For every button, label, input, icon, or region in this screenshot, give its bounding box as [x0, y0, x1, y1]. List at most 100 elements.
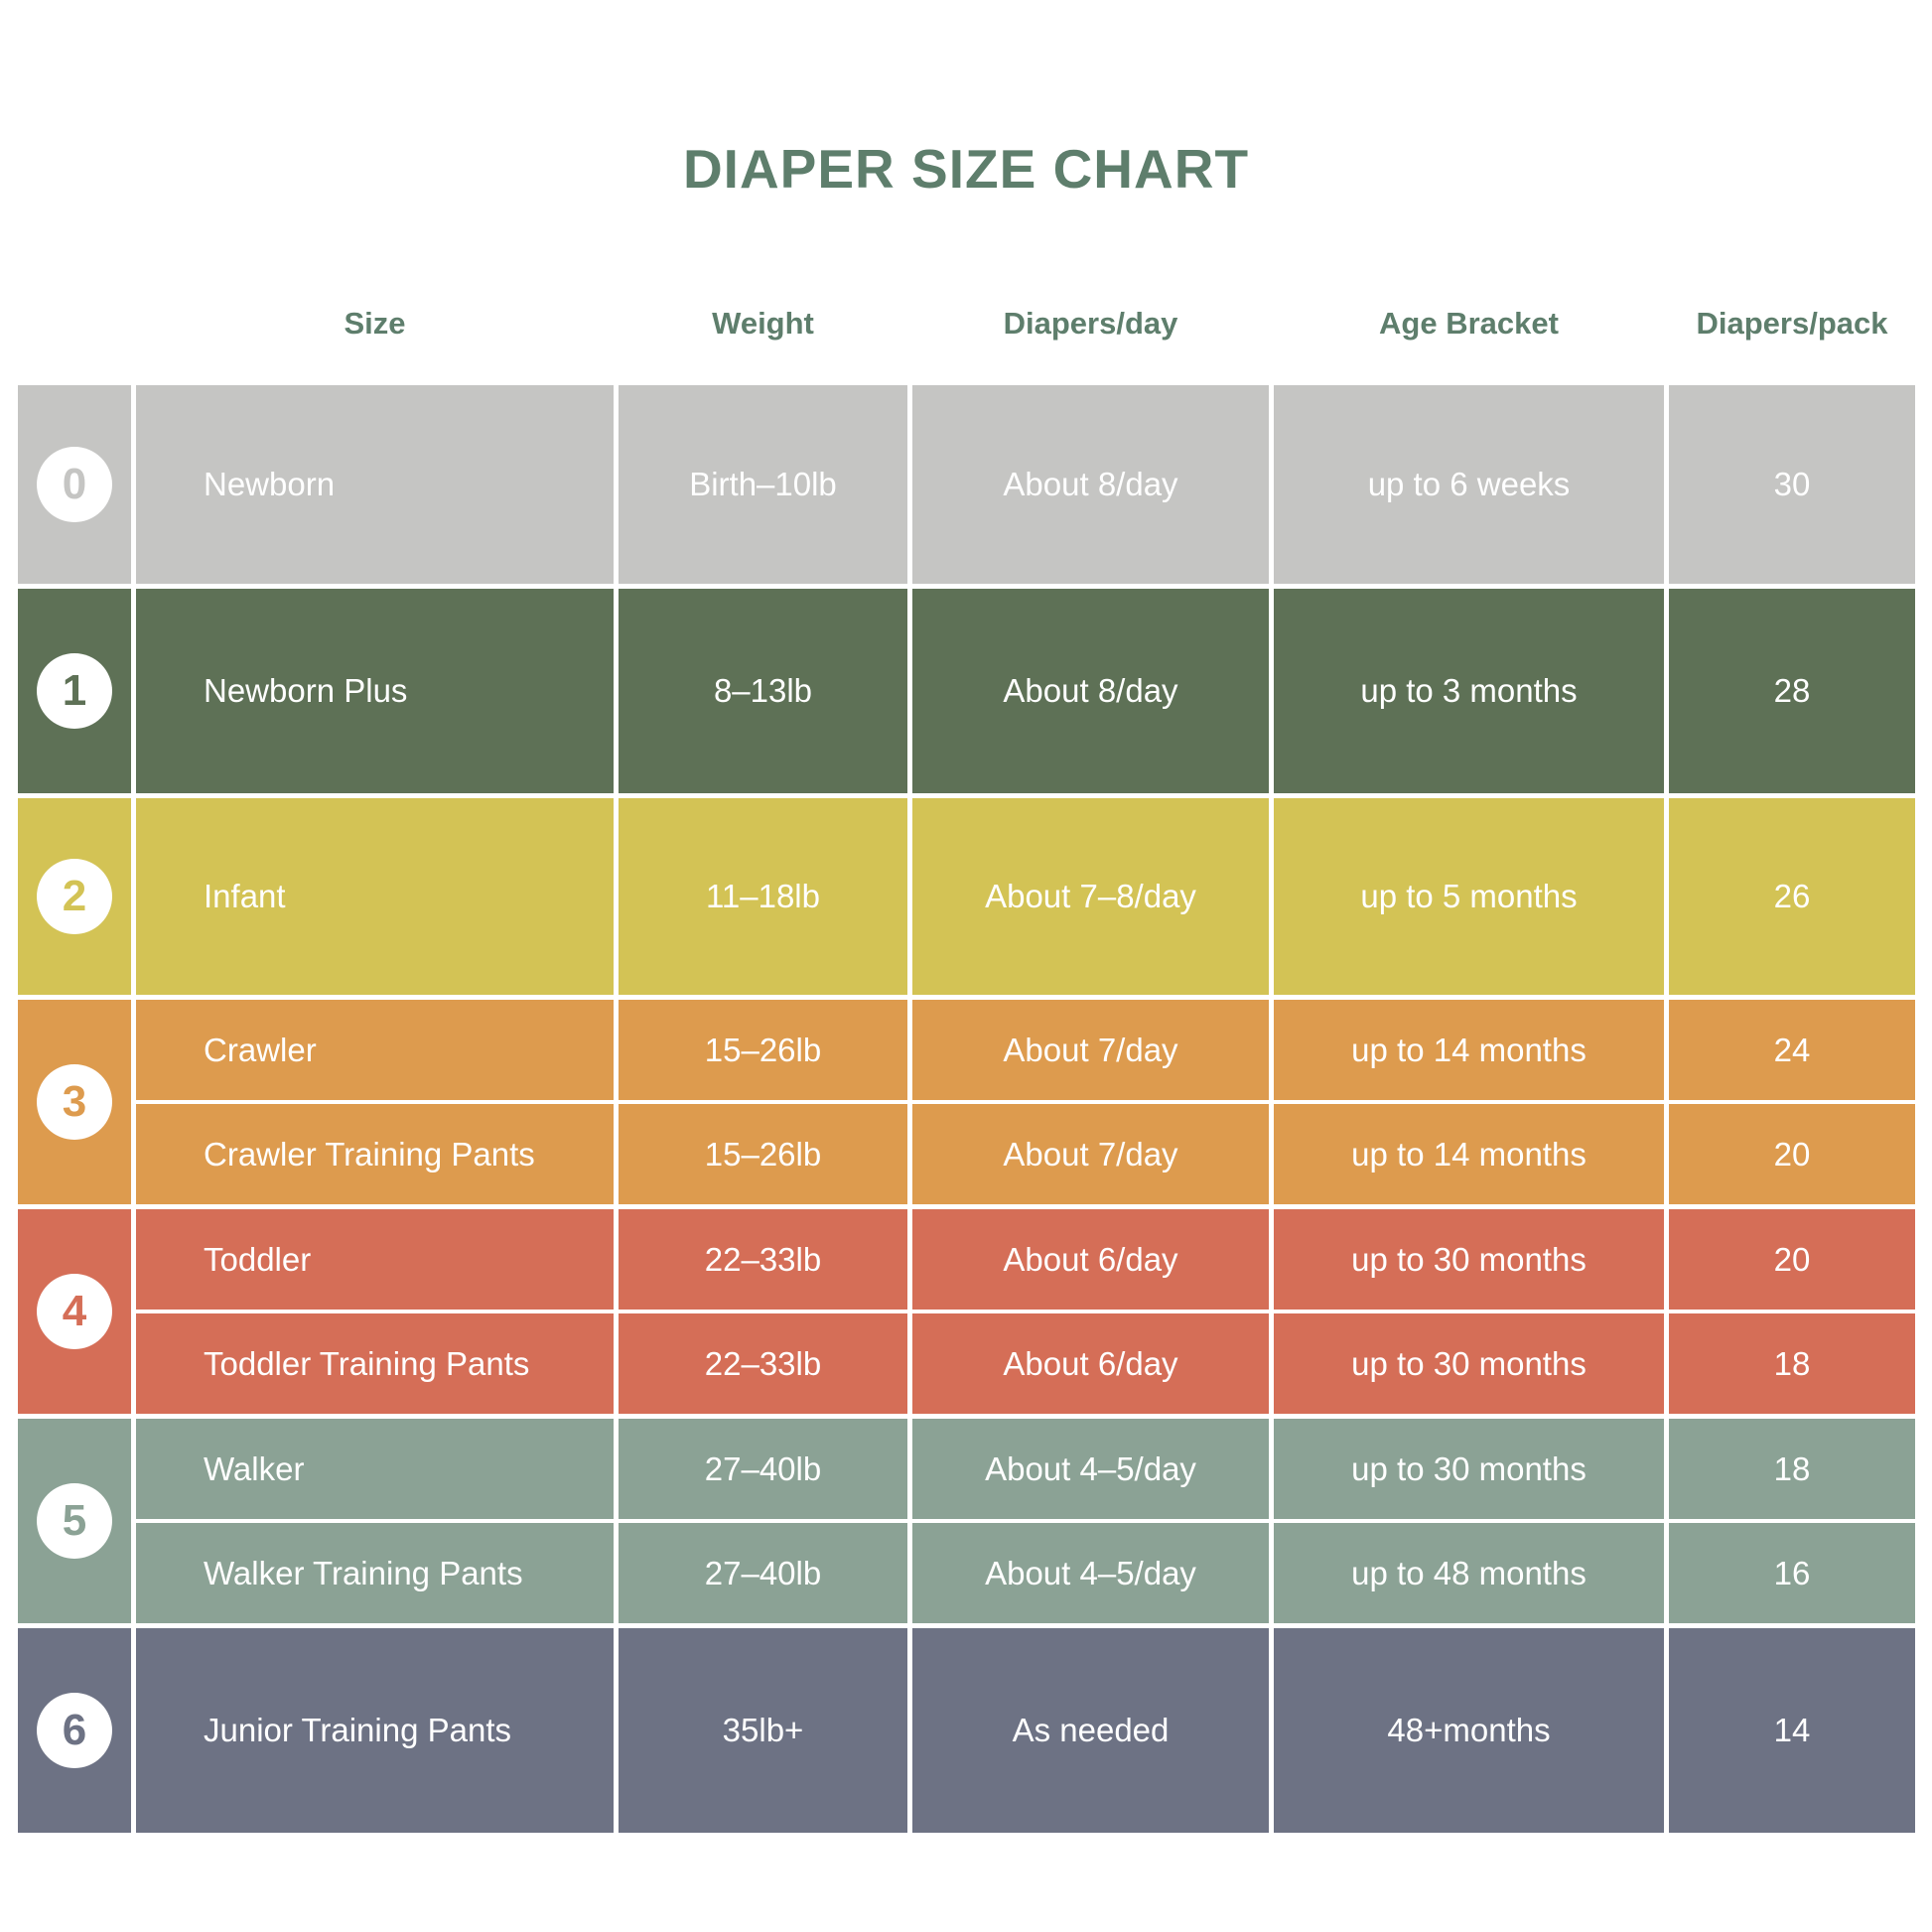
size-name-cell-group-2: Infant — [136, 798, 614, 995]
weight-cell-text: 27–40lb — [704, 1554, 822, 1591]
size-group-6: 6 — [18, 1628, 131, 1833]
diapers-per-day-cell-group-3: About 7/day About 7/day — [912, 1000, 1269, 1204]
size-name-cell-group-6: Junior Training Pants — [136, 1628, 614, 1833]
weight-cell-text: 15–26lb — [704, 1135, 822, 1173]
size-number-badge: 3 — [62, 1077, 87, 1126]
table-row-value: 20 — [1669, 1209, 1915, 1310]
column-header-size: Size — [344, 306, 406, 341]
age-bracket-cell-text: up to 6 weeks — [1367, 466, 1571, 502]
weight-cell-text: 35lb+ — [722, 1712, 804, 1748]
diapers-per-day-cell-group-0: About 8/day — [912, 385, 1269, 584]
weight-cell-text: 27–40lb — [704, 1449, 822, 1487]
weight-cell-text: 8–13lb — [713, 672, 813, 709]
age-bracket-cell-text: up to 30 months — [1351, 1449, 1587, 1487]
page-title: DIAPER SIZE CHART — [682, 138, 1250, 200]
size-name-cell-text: Crawler — [204, 1031, 317, 1068]
size-number-circle: 6 — [37, 1693, 112, 1768]
size-name-cell-group-3: Crawler Crawler Training Pants — [136, 1000, 614, 1204]
age-bracket-cell-text: up to 3 months — [1360, 672, 1578, 709]
age-bracket-cell-group-5: up to 30 months up to 48 months — [1274, 1419, 1664, 1623]
table-row-value: Toddler — [136, 1209, 614, 1310]
age-bracket-cell-group-4: up to 30 months up to 30 months — [1274, 1209, 1664, 1414]
column-header-diapers-per-pack: Diapers/pack — [1696, 306, 1888, 341]
size-name-cell-group-4: Toddler Toddler Training Pants — [136, 1209, 614, 1414]
table-row-value: 8–13lb — [619, 589, 907, 793]
weight-cell-group-2: 11–18lb — [619, 798, 907, 995]
diapers-per-pack-cell-text: 30 — [1773, 466, 1811, 502]
age-bracket-cell-text: up to 14 months — [1351, 1135, 1587, 1173]
diapers-per-day-cell-text: About 7–8/day — [985, 878, 1196, 914]
size-name-cell-text: Toddler — [204, 1240, 312, 1278]
age-bracket-cell-text: up to 30 months — [1351, 1344, 1587, 1382]
diapers-per-pack-cell-text: 18 — [1773, 1449, 1811, 1487]
diapers-per-day-cell-text: About 4–5/day — [985, 1449, 1196, 1487]
diapers-per-day-cell-group-6: As needed — [912, 1628, 1269, 1833]
table-row-value: 11–18lb — [619, 798, 907, 995]
size-name-cell-text: Toddler Training Pants — [204, 1344, 530, 1382]
age-bracket-cell-text: up to 48 months — [1351, 1554, 1587, 1591]
size-name-cell-group-5: Walker Walker Training Pants — [136, 1419, 614, 1623]
size-group-0: 0 — [18, 385, 131, 584]
size-name-cell-text: Junior Training Pants — [204, 1712, 512, 1748]
size-group-2: 2 — [18, 798, 131, 995]
column-header-weight: Weight — [712, 306, 814, 341]
diapers-per-pack-cell-group-1: 28 — [1669, 589, 1915, 793]
size-name-cell-group-1: Newborn Plus — [136, 589, 614, 793]
table-row-value: up to 30 months — [1274, 1209, 1664, 1310]
table-row-value: up to 14 months — [1274, 1104, 1664, 1204]
size-number-circle: 4 — [37, 1274, 112, 1349]
size-group-5: 5 — [18, 1419, 131, 1623]
diapers-per-day-cell-text: About 8/day — [1003, 466, 1178, 502]
diapers-per-pack-cell-text: 26 — [1773, 878, 1811, 914]
age-bracket-cell-group-0: up to 6 weeks — [1274, 385, 1664, 584]
diapers-per-pack-cell-group-4: 20 18 — [1669, 1209, 1915, 1414]
diapers-per-day-cell-text: About 4–5/day — [985, 1554, 1196, 1591]
table-row-value: up to 5 months — [1274, 798, 1664, 995]
size-group-1: 1 — [18, 589, 131, 793]
diapers-per-day-cell-text: About 6/day — [1003, 1240, 1178, 1278]
size-name-cell-text: Newborn Plus — [204, 672, 408, 709]
table-row-value: About 6/day — [912, 1313, 1269, 1414]
weight-cell-group-1: 8–13lb — [619, 589, 907, 793]
table-row-value: Crawler Training Pants — [136, 1104, 614, 1204]
diaper-size-table: 0 Newborn Birth–10lb About 8/day up to 6 wee… — [18, 385, 1915, 1833]
table-row-value: Walker Training Pants — [136, 1523, 614, 1623]
age-bracket-cell-group-1: up to 3 months — [1274, 589, 1664, 793]
table-row-value: 15–26lb — [619, 1000, 907, 1100]
age-bracket-cell-group-2: up to 5 months — [1274, 798, 1664, 995]
age-bracket-cell-text: up to 5 months — [1360, 878, 1578, 914]
table-row-value: 30 — [1669, 385, 1915, 584]
size-name-cell-group-0: Newborn — [136, 385, 614, 584]
table-row-value: About 7–8/day — [912, 798, 1269, 995]
size-number-circle: 1 — [37, 653, 112, 729]
age-bracket-cell-text: up to 30 months — [1351, 1240, 1587, 1278]
size-name-cell-text: Newborn — [204, 466, 336, 502]
table-row-value: up to 30 months — [1274, 1419, 1664, 1519]
size-number-circle: 3 — [37, 1064, 112, 1140]
table-row-value: 24 — [1669, 1000, 1915, 1100]
table-row-value: up to 6 weeks — [1274, 385, 1664, 584]
age-bracket-cell-text: up to 14 months — [1351, 1031, 1587, 1068]
table-row-value: Newborn — [136, 385, 614, 584]
weight-cell-group-5: 27–40lb 27–40lb — [619, 1419, 907, 1623]
diapers-per-pack-cell-text: 18 — [1773, 1344, 1811, 1382]
size-number-badge: 4 — [62, 1287, 87, 1335]
weight-cell-group-6: 35lb+ — [619, 1628, 907, 1833]
table-row-value: 26 — [1669, 798, 1915, 995]
table-row-value: 22–33lb — [619, 1313, 907, 1414]
table-row-value: About 8/day — [912, 589, 1269, 793]
table-row-value: Newborn Plus — [136, 589, 614, 793]
size-number-circle: 0 — [37, 447, 112, 522]
size-number-circle: 2 — [37, 859, 112, 934]
table-row-value: Walker — [136, 1419, 614, 1519]
diapers-per-pack-cell-group-2: 26 — [1669, 798, 1915, 995]
table-row-value: About 8/day — [912, 385, 1269, 584]
table-row-value: up to 3 months — [1274, 589, 1664, 793]
table-row-value: 18 — [1669, 1313, 1915, 1414]
table-row-value: Junior Training Pants — [136, 1628, 614, 1833]
table-row-value: 48+months — [1274, 1628, 1664, 1833]
table-row-value: Crawler — [136, 1000, 614, 1100]
diapers-per-day-cell-group-4: About 6/day About 6/day — [912, 1209, 1269, 1414]
table-header-row: Size Weight Diapers/day Age Bracket Diap… — [18, 294, 1915, 353]
table-row-value: up to 30 months — [1274, 1313, 1664, 1414]
